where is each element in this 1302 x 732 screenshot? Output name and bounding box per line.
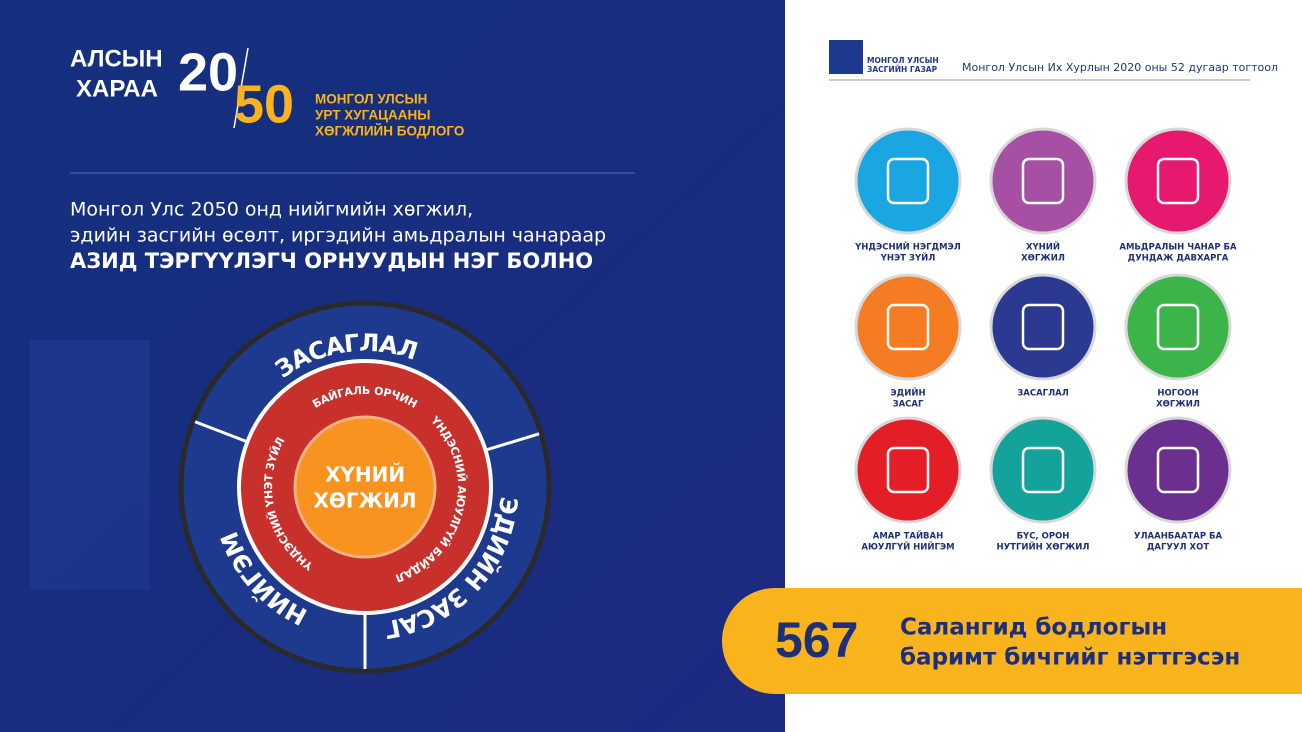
soyombo-watermark: [30, 340, 150, 590]
goal-label: ЗАСАГЛАЛ: [1017, 389, 1069, 399]
goal-icon: [854, 416, 962, 524]
org-name: МОНГОЛ УЛСЫН: [867, 56, 939, 65]
goal-icon: [989, 416, 1097, 524]
goal-label: ҮНЭТ ЗҮЙЛ: [880, 252, 936, 264]
center-circle: [293, 415, 437, 559]
goal-glyph: [1156, 303, 1200, 351]
footer-text: Салангид бодлогын: [900, 615, 1167, 641]
logo-line: АЛСЫН: [70, 45, 163, 72]
goal-label: ЗАСАГ: [893, 400, 924, 410]
vision-line: эдийн засгийн өсөлт, иргэдийн амьдралын …: [70, 225, 606, 247]
vision-emphasis: АЗИД ТЭРГҮҮЛЭГЧ ОРНУУДЫН НЭГ БОЛНО: [70, 249, 593, 273]
goal-glyph: [886, 157, 930, 205]
goal-glyph: [1156, 446, 1200, 494]
logo: АЛСЫН ХАРАА 20 50 МОНГОЛ УЛСЫН УРТ ХУГАЦ…: [70, 42, 464, 138]
goal-glyph: [1156, 157, 1200, 205]
logo-line: ХАРАА: [76, 75, 158, 102]
gov-emblem: [829, 40, 863, 74]
logo-slash: [233, 47, 249, 129]
org-name: ЗАСГИЙН ГАЗАР: [867, 65, 938, 74]
goal-label: ХӨГЖИЛ: [1156, 400, 1200, 410]
vision-line: Монгол Улс 2050 онд нийгмийн хөгжил,: [70, 199, 473, 221]
goal-icon: [854, 273, 962, 381]
goal-icon: [1124, 127, 1232, 235]
goal-label: ЭДИЙН: [890, 387, 925, 399]
goal-label: АЮУЛГҮЙ НИЙГЭМ: [861, 541, 954, 553]
ring-divider: [486, 432, 540, 452]
goal-label: ХӨГЖИЛ: [1021, 254, 1065, 264]
goal-glyph: [1021, 157, 1065, 205]
footer-pill: [722, 588, 1302, 694]
goal-icon: [989, 127, 1097, 235]
logo-number: 20: [178, 42, 238, 102]
goal-label: НОГООН: [1157, 389, 1198, 399]
goal-glyph: [1021, 303, 1065, 351]
header: МОНГОЛ УЛСЫН ЗАСГИЙН ГАЗАР Монгол Улсын …: [829, 40, 1278, 81]
goal-label: НУТГИЙН ХӨГЖИЛ: [997, 541, 1090, 553]
logo-subtitle: УРТ ХУГАЦААНЫ: [315, 108, 431, 123]
goal-icon: [1124, 416, 1232, 524]
logo-subtitle: МОНГОЛ УЛСЫН: [315, 92, 427, 107]
goal-label: ХҮНИЙ: [1026, 241, 1060, 253]
logo-number: 50: [234, 74, 294, 134]
goal-label: ДАГУУЛ ХОТ: [1147, 543, 1209, 553]
goal-label: АМЬДРАЛЫН ЧАНАР БА: [1119, 243, 1237, 253]
footer-text: баримт бичгийг нэгтгэсэн: [900, 645, 1240, 671]
goal-icon: [854, 127, 962, 235]
resolution: Монгол Улсын Их Хурлын 2020 оны 52 дугаа…: [962, 61, 1278, 74]
ring-divider: [194, 420, 247, 443]
logo-subtitle: ХӨГЖЛИЙН БОДЛОГО: [315, 124, 464, 139]
goal-label: БҮС, ОРОН: [1017, 532, 1070, 542]
footer-number: 567: [775, 612, 858, 668]
goal-glyph: [886, 303, 930, 351]
center-label: ХӨГЖИЛ: [314, 489, 417, 513]
goal-icon: [989, 273, 1097, 381]
goal-label: УЛААНБААТАР БА: [1134, 532, 1223, 542]
goal-label: ҮНДЭСНИЙ НЭГДМЭЛ: [854, 241, 961, 253]
center-label: ХҮНИЙ: [325, 463, 405, 487]
goal-glyph: [886, 446, 930, 494]
goal-label: АМАР ТАЙВАН: [873, 530, 943, 542]
goal-glyph: [1021, 446, 1065, 494]
goal-icon: [1124, 273, 1232, 381]
goal-label: ДУНДАЖ ДАВХАРГА: [1128, 254, 1229, 264]
